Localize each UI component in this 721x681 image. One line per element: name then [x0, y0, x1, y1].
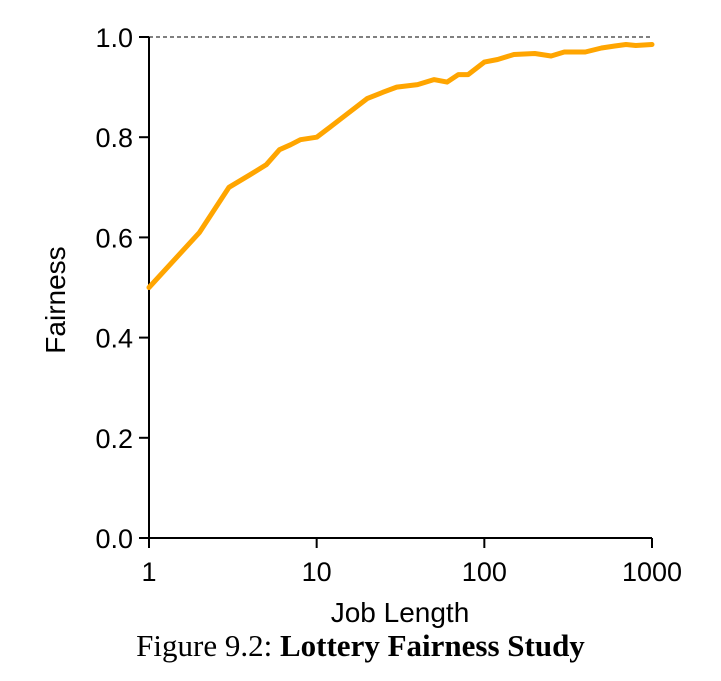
series-group [146, 42, 655, 290]
y-tick-label: 0.2 [95, 424, 133, 454]
y-axis-label: Fairness [40, 246, 71, 353]
fairness-series-line [146, 42, 655, 290]
y-tick-label: 1.0 [95, 23, 133, 53]
caption-title: Lottery Fairness Study [279, 628, 585, 663]
figure-caption: Figure 9.2: Lottery Fairness Study [0, 628, 721, 664]
fairness-chart: 0.00.20.40.60.81.01 10 100 1000 Job Length … [40, 23, 682, 628]
x-tick-label: 1 [141, 557, 156, 587]
x-tick-label: 100 [462, 557, 507, 587]
caption-prefix: Figure 9.2: [136, 628, 280, 663]
y-tick-label: 0.4 [95, 324, 133, 354]
axes [148, 37, 652, 539]
y-tick-label: 0.8 [95, 123, 133, 153]
ticks: 0.0 0.2 0.4 0.6 0.8 1.0 1 10 100 1000 [95, 23, 682, 587]
y-tick-label: 0.6 [95, 223, 133, 253]
y-tick-label: 0.0 [95, 524, 133, 554]
x-tick-label: 10 [302, 557, 332, 587]
x-tick-label: 1000 [622, 557, 682, 587]
x-axis-label: Job Length [331, 597, 470, 628]
